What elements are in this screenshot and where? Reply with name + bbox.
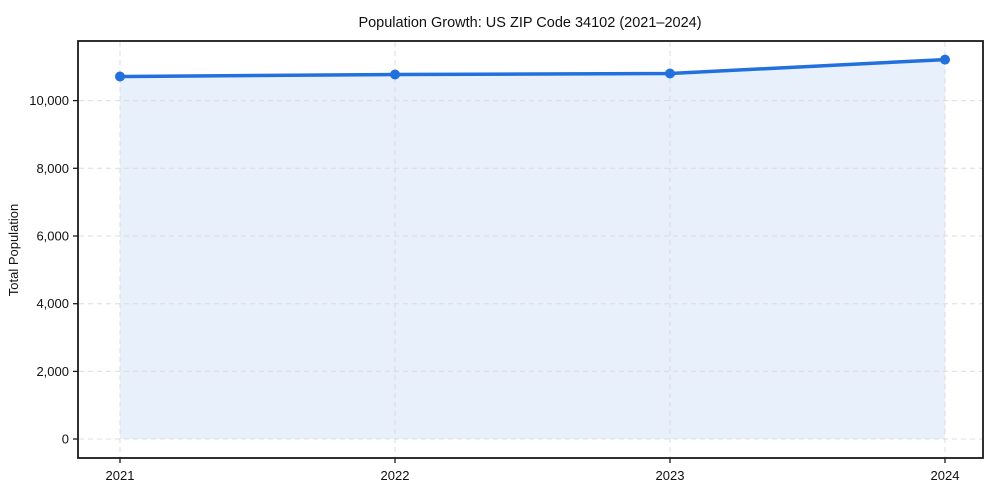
x-tick-label: 2021 — [106, 468, 135, 483]
data-point — [115, 71, 125, 82]
data-point — [940, 54, 950, 65]
data-point — [390, 69, 400, 80]
y-tick-label: 8,000 — [36, 161, 69, 176]
y-tick-label: 10,000 — [29, 93, 69, 108]
data-point — [665, 68, 675, 79]
x-tick-label: 2022 — [381, 468, 410, 483]
y-tick-label: 2,000 — [36, 364, 69, 379]
y-tick-label: 4,000 — [36, 296, 69, 311]
plot-area: 0 2,000 4,000 6,000 8,000 10,000 2021 2022 2023 2… — [29, 40, 984, 483]
y-tick-label: 6,000 — [36, 229, 69, 244]
x-tick-label: 2023 — [656, 468, 685, 483]
chart-title: Population Growth: US ZIP Code 34102 (20… — [358, 15, 701, 31]
y-tick-label: 0 — [62, 432, 69, 447]
series-area-fill — [120, 59, 945, 439]
x-tick-label: 2024 — [931, 468, 960, 483]
series-line — [118, 57, 947, 79]
plot-border — [77, 40, 984, 459]
y-axis-label: Total Population — [6, 204, 21, 297]
